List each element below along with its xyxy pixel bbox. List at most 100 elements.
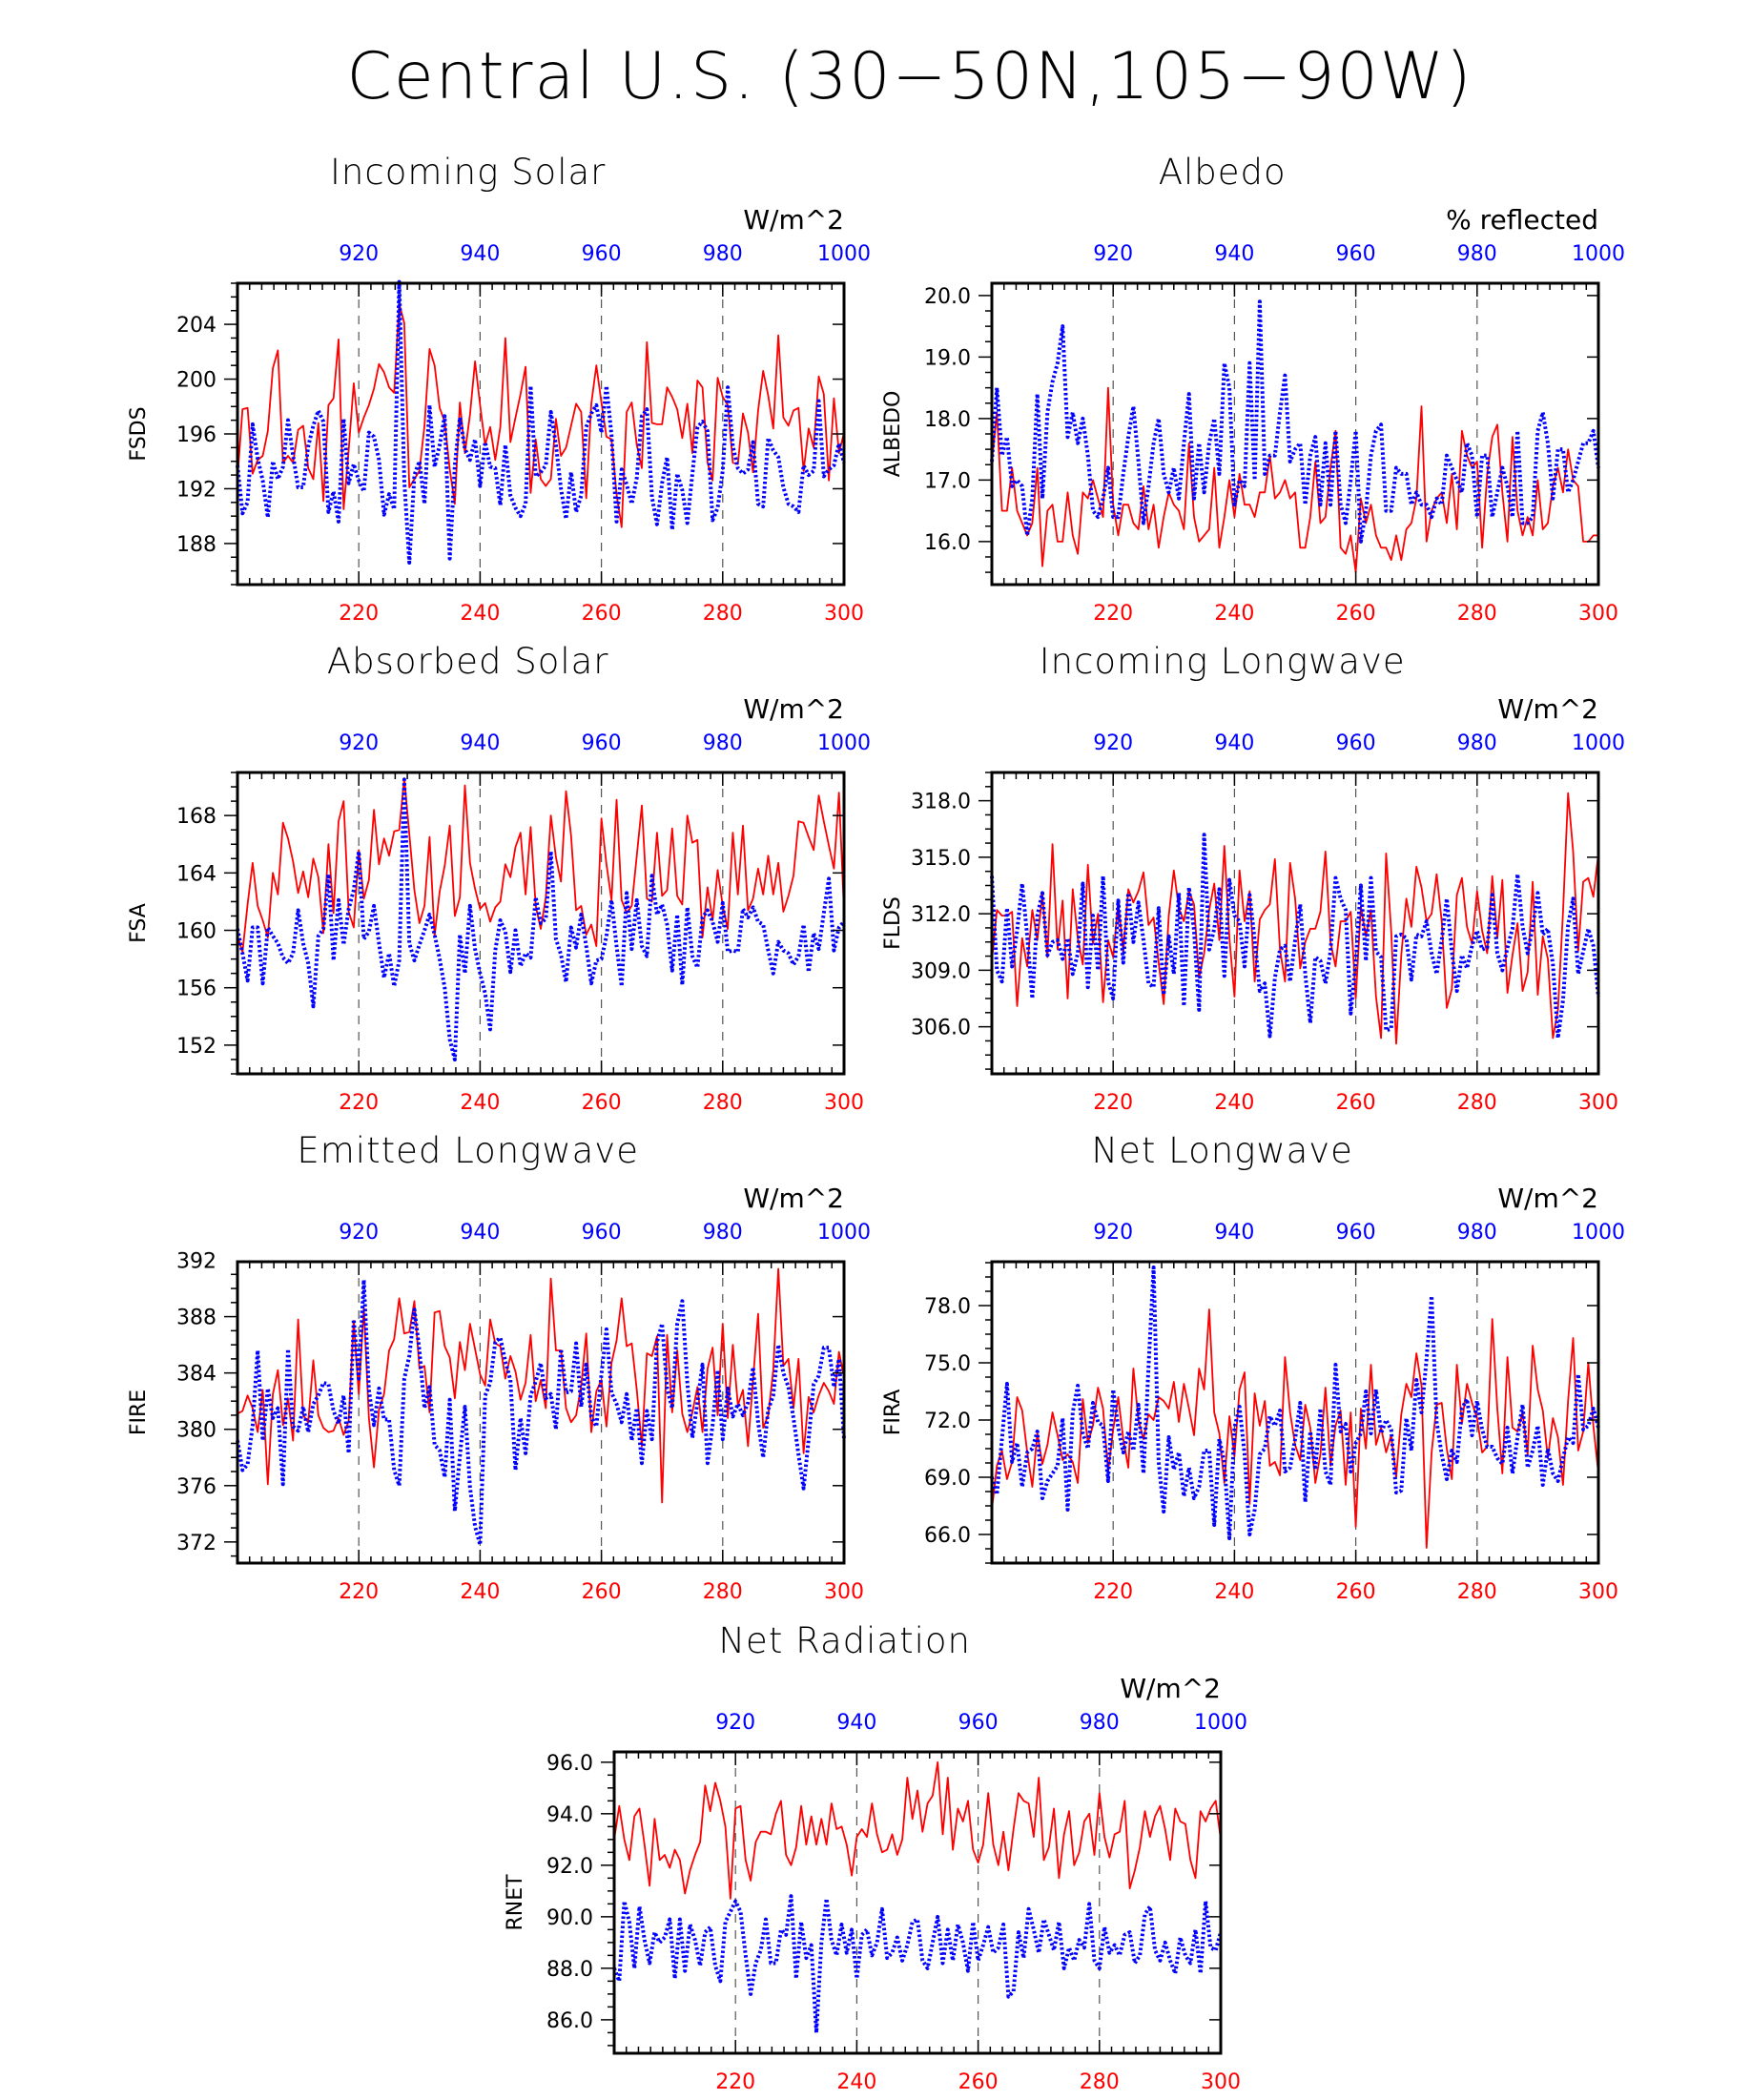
y-tick-label: 388 (176, 1307, 216, 1330)
series-line-blue (990, 299, 1600, 544)
panel-fire: Emitted Longwave W/m^2 FIRE 372 376 380 384 388… (127, 1130, 871, 1604)
y-tick-label: 156 (176, 978, 216, 1001)
units-label-rnet: W/m^2 (1120, 1673, 1221, 1704)
bottom-tick-label: 260 (1336, 602, 1376, 626)
y-tick-label: 196 (176, 423, 216, 447)
top-tick-label: 1000 (817, 1221, 871, 1245)
series-line-blue (236, 1278, 846, 1547)
series-line-red (237, 777, 845, 953)
y-tick-label: 315.0 (911, 847, 971, 871)
series-line-blue (236, 777, 846, 1061)
bottom-tick-label: 280 (703, 1091, 743, 1115)
series-line-red (237, 302, 845, 528)
top-tick-label: 980 (1457, 1221, 1497, 1245)
y-tick-label: 200 (176, 369, 216, 393)
top-tick-label: 1000 (1572, 1221, 1625, 1245)
top-tick-label: 960 (582, 1221, 622, 1245)
y-tick-label: 78.0 (924, 1295, 971, 1319)
bottom-tick-label: 300 (824, 602, 864, 626)
top-tick-label: 980 (1457, 731, 1497, 755)
panel-flds: Incoming Longwave W/m^2 FLDS 306.0 309.0 312.… (881, 641, 1625, 1115)
bottom-tick-label: 220 (1093, 1091, 1133, 1115)
y-tick-label: 306.0 (911, 1017, 971, 1040)
series-line-blue (990, 1266, 1600, 1540)
top-tick-label: 920 (1093, 242, 1133, 266)
units-label-fsa: W/m^2 (743, 693, 844, 725)
y-tick-label: 86.0 (546, 2009, 593, 2033)
y-tick-label: 372 (176, 1532, 216, 1555)
bottom-tick-label: 260 (958, 2070, 999, 2094)
bottom-tick-label: 220 (1093, 1580, 1133, 1604)
y-tick-label: 20.0 (924, 285, 971, 309)
series-line-red (991, 386, 1598, 573)
y-tick-label: 69.0 (924, 1467, 971, 1491)
top-tick-label: 920 (715, 1711, 755, 1735)
y-tick-label: 380 (176, 1419, 216, 1443)
units-label-albedo: % reflected (1446, 204, 1598, 236)
bottom-tick-label: 280 (1457, 1091, 1497, 1115)
series-line-red (991, 792, 1599, 1045)
series-line-red (613, 1760, 1222, 1900)
bottom-tick-label: 300 (824, 1580, 864, 1604)
panel-title-fira: Net Longwave (1091, 1130, 1353, 1171)
bottom-tick-label: 240 (460, 1580, 500, 1604)
units-label-fira: W/m^2 (1497, 1183, 1598, 1214)
y-axis-label-flds: FLDS (881, 896, 905, 950)
top-tick-label: 940 (1214, 242, 1254, 266)
y-tick-label: 19.0 (924, 346, 971, 370)
bottom-tick-label: 300 (824, 1091, 864, 1115)
top-tick-label: 940 (836, 1711, 876, 1735)
top-tick-label: 960 (958, 1711, 999, 1735)
y-tick-label: 88.0 (546, 1958, 593, 1982)
top-tick-label: 940 (460, 1221, 500, 1245)
y-tick-label: 94.0 (546, 1803, 593, 1827)
panel-title-rnet: Net Radiation (718, 1620, 971, 1661)
plot-frame (236, 281, 846, 587)
series-line-red (237, 1267, 845, 1504)
bottom-tick-label: 260 (1336, 1580, 1376, 1604)
bottom-tick-label: 220 (715, 2070, 755, 2094)
top-tick-label: 980 (703, 1221, 743, 1245)
top-tick-label: 920 (1093, 1221, 1133, 1245)
top-tick-label: 960 (582, 242, 622, 266)
top-tick-label: 920 (1093, 731, 1133, 755)
panel-title-fsds: Incoming Solar (330, 152, 606, 193)
bottom-tick-label: 220 (1093, 602, 1133, 626)
y-tick-label: 16.0 (924, 531, 971, 555)
y-tick-label: 318.0 (911, 791, 971, 814)
bottom-tick-label: 240 (1214, 602, 1254, 626)
top-tick-label: 1000 (817, 731, 871, 755)
y-tick-label: 192 (176, 478, 216, 502)
units-label-flds: W/m^2 (1497, 693, 1598, 725)
top-tick-label: 920 (339, 242, 379, 266)
bottom-tick-label: 260 (582, 1580, 622, 1604)
top-tick-label: 960 (1336, 242, 1376, 266)
bottom-tick-label: 260 (1336, 1091, 1376, 1115)
y-axis-label-rnet: RNET (504, 1874, 527, 1931)
y-tick-label: 92.0 (546, 1855, 593, 1879)
bottom-tick-label: 260 (582, 602, 622, 626)
panel-title-fire: Emitted Longwave (297, 1130, 639, 1171)
bottom-tick-label: 220 (339, 1091, 379, 1115)
y-axis-label-fira: FIRA (881, 1390, 905, 1436)
chart-panels: Incoming Solar W/m^2 FSDS 188 192 196 200 204 22… (127, 152, 1625, 2094)
y-tick-label: 164 (176, 862, 216, 886)
panel-title-albedo: Albedo (1159, 152, 1287, 193)
top-tick-label: 1000 (1194, 1711, 1247, 1735)
bottom-tick-label: 280 (703, 602, 743, 626)
top-tick-label: 1000 (817, 242, 871, 266)
y-tick-label: 17.0 (924, 469, 971, 493)
bottom-tick-label: 280 (1457, 1580, 1497, 1604)
bottom-tick-label: 280 (703, 1580, 743, 1604)
y-axis-label-fire: FIRE (127, 1390, 151, 1435)
y-tick-label: 204 (176, 314, 216, 338)
panel-rnet: Net Radiation W/m^2 RNET 86.0 88.0 90.0 92.0 94… (504, 1620, 1247, 2094)
bottom-tick-label: 220 (339, 602, 379, 626)
y-tick-label: 75.0 (924, 1352, 971, 1376)
panel-fsa: Absorbed Solar W/m^2 FSA 152 156 160 164 168 220… (127, 641, 871, 1115)
bottom-tick-label: 240 (460, 602, 500, 626)
panel-albedo: Albedo % reflected ALBEDO 16.0 17.0 18.0 19.0 2… (881, 152, 1625, 626)
bottom-tick-label: 240 (1214, 1580, 1254, 1604)
top-tick-label: 980 (1080, 1711, 1120, 1735)
